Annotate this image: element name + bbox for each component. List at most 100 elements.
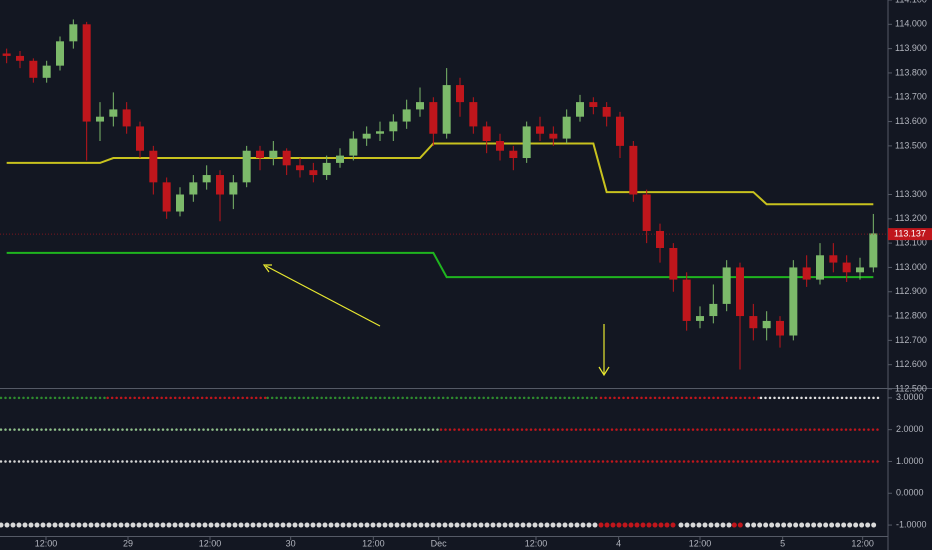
candle-body bbox=[122, 109, 131, 127]
candle-body bbox=[162, 182, 171, 212]
y-tick-label: 113.800 bbox=[895, 67, 927, 77]
candle-body bbox=[709, 303, 718, 317]
candle-body bbox=[456, 85, 464, 103]
x-tick-label: 12:00 bbox=[362, 538, 385, 548]
candle-body bbox=[589, 102, 598, 107]
candle-body bbox=[429, 102, 438, 134]
candle-body bbox=[816, 255, 824, 280]
candle-body bbox=[629, 145, 638, 195]
candle-body bbox=[389, 121, 398, 132]
y-tick-label: 112.600 bbox=[895, 359, 927, 369]
candle-body bbox=[722, 267, 731, 304]
y-tick-label: 113.500 bbox=[895, 140, 927, 150]
y2-tick-label: 3.0000 bbox=[896, 392, 924, 402]
candle-body bbox=[176, 194, 184, 212]
candle-body bbox=[309, 170, 318, 176]
candle-body bbox=[656, 230, 664, 248]
x-tick-label: 5 bbox=[780, 538, 785, 548]
y-tick-label: 113.200 bbox=[895, 213, 927, 223]
y2-tick-label: 2.0000 bbox=[896, 424, 924, 434]
last-price-label: 113.137 bbox=[894, 229, 926, 239]
x-tick-label: 12:00 bbox=[35, 538, 58, 548]
candle-body bbox=[42, 65, 51, 78]
candle-body bbox=[442, 85, 451, 134]
x-tick-label: Dec bbox=[431, 538, 448, 548]
candle-body bbox=[829, 255, 838, 263]
candle-body bbox=[549, 133, 558, 139]
candle-body bbox=[2, 53, 11, 56]
candle-body bbox=[336, 155, 344, 163]
candle-body bbox=[56, 41, 64, 66]
candle-body bbox=[856, 267, 864, 273]
x-tick-label: 29 bbox=[123, 538, 133, 548]
candle-body bbox=[202, 175, 211, 183]
y-tick-label: 112.700 bbox=[895, 335, 927, 345]
candle-body bbox=[269, 150, 278, 159]
candle-body bbox=[362, 133, 371, 139]
candle-body bbox=[736, 267, 744, 317]
candle-body bbox=[29, 60, 38, 78]
candle-body bbox=[682, 279, 691, 321]
x-tick-label: 12:00 bbox=[199, 538, 222, 548]
candle-body bbox=[749, 316, 758, 329]
candle-body bbox=[482, 126, 491, 142]
candle-body bbox=[242, 150, 251, 183]
y-tick-label: 114.100 bbox=[895, 0, 927, 4]
x-tick-label: 4 bbox=[616, 538, 621, 548]
annotation-arrow bbox=[598, 324, 610, 377]
candle-body bbox=[842, 262, 851, 273]
y-tick-label: 113.900 bbox=[895, 43, 927, 53]
y2-tick-label: 1.0000 bbox=[896, 456, 924, 466]
candle-body bbox=[216, 175, 224, 195]
x-tick-label: 12:00 bbox=[851, 538, 874, 548]
candle-body bbox=[96, 116, 104, 122]
y-tick-label: 113.000 bbox=[895, 262, 927, 272]
candle-body bbox=[509, 150, 518, 159]
candle-body bbox=[562, 116, 571, 139]
candle-body bbox=[256, 150, 264, 159]
candle-body bbox=[376, 131, 384, 134]
x-tick-label: 12:00 bbox=[525, 538, 548, 548]
candle-body bbox=[469, 102, 478, 127]
candle-body bbox=[322, 162, 331, 176]
candle-body bbox=[229, 182, 238, 195]
y-tick-label: 113.700 bbox=[895, 92, 927, 102]
candle-body bbox=[602, 106, 611, 117]
candle-body bbox=[536, 126, 544, 134]
y-tick-label: 112.800 bbox=[895, 310, 927, 320]
y-tick-label: 113.100 bbox=[895, 238, 927, 248]
candle-body bbox=[149, 150, 158, 183]
candle-body bbox=[416, 102, 424, 110]
candle-body bbox=[136, 126, 144, 151]
candle-body bbox=[496, 141, 504, 151]
annotation-arrow bbox=[262, 264, 381, 327]
candle-body bbox=[522, 126, 531, 159]
y-tick-label: 112.900 bbox=[895, 286, 927, 296]
candle-body bbox=[762, 320, 771, 329]
y-tick-label: 113.300 bbox=[895, 189, 927, 199]
candle-body bbox=[82, 24, 91, 122]
candle-body bbox=[69, 24, 78, 42]
y2-tick-label: 0.0000 bbox=[896, 488, 924, 498]
x-tick-label: 12:00 bbox=[689, 538, 712, 548]
candle-body bbox=[109, 109, 118, 117]
candle-body bbox=[616, 116, 624, 146]
y2-tick-label: -1.0000 bbox=[896, 519, 927, 529]
candle-body bbox=[402, 109, 411, 122]
candle-body bbox=[189, 182, 198, 195]
candle-body bbox=[669, 247, 678, 280]
candle-body bbox=[696, 316, 704, 321]
y-tick-label: 113.600 bbox=[895, 116, 927, 126]
candle-body bbox=[296, 165, 304, 171]
last-price-tag bbox=[888, 228, 932, 241]
y-tick-label: 112.500 bbox=[895, 383, 927, 393]
candle-body bbox=[282, 150, 291, 166]
candle-body bbox=[576, 102, 584, 117]
candle-body bbox=[16, 55, 24, 61]
candle-body bbox=[869, 233, 878, 268]
y-tick-label: 114.000 bbox=[895, 19, 927, 29]
candle-body bbox=[642, 194, 651, 231]
candle-body bbox=[776, 320, 784, 336]
